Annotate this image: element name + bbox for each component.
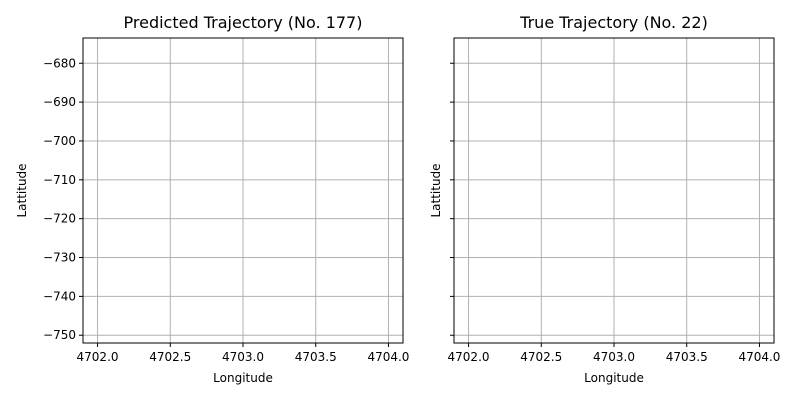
x-axis-label: Longitude [584,371,644,385]
grid-lines [83,38,403,343]
tick-marks [79,62,389,347]
y-tick-label: −720 [43,212,76,226]
y-tick-label: −740 [43,289,76,303]
x-tick-label: 4703.0 [593,350,635,364]
x-tick-label: 4702.5 [520,350,562,364]
x-tick-label: 4704.0 [738,350,780,364]
y-tick-label: −710 [43,173,76,187]
y-tick-label: −750 [43,328,76,342]
x-tick-label: 4702.5 [149,350,191,364]
tick-marks [450,62,760,347]
chart-title: True Trajectory (No. 22) [519,13,708,32]
true-trajectory-plot: 4702.0 4702.5 4703.0 4703.5 4704.0 True Traj… [429,13,780,385]
x-axis-label: Longitude [213,371,273,385]
x-tick-label: 4703.5 [666,350,708,364]
x-tick-label: 4703.5 [295,350,337,364]
x-tick-label: 4702.0 [77,350,119,364]
y-axis-label: Lattitude [429,163,443,217]
axes-frame [82,37,404,344]
x-tick-label: 4703.0 [222,350,264,364]
tick-labels: 4702.0 4702.5 4703.0 4703.5 4704.0 −680 −690 −7… [43,56,409,364]
grid-lines [454,38,774,343]
chart-title: Predicted Trajectory (No. 177) [124,13,363,32]
tick-labels: 4702.0 4702.5 4703.0 4703.5 4704.0 [448,350,781,364]
y-tick-label: −680 [43,56,76,70]
x-tick-label: 4704.0 [367,350,409,364]
y-tick-label: −730 [43,251,76,265]
x-tick-label: 4702.0 [448,350,490,364]
y-axis-label: Lattitude [15,163,29,217]
predicted-trajectory-plot: 4702.0 4702.5 4703.0 4703.5 4704.0 −680 −690 −7… [15,13,409,385]
y-tick-label: −700 [43,134,76,148]
axes-frame [453,37,775,344]
y-tick-label: −690 [43,95,76,109]
